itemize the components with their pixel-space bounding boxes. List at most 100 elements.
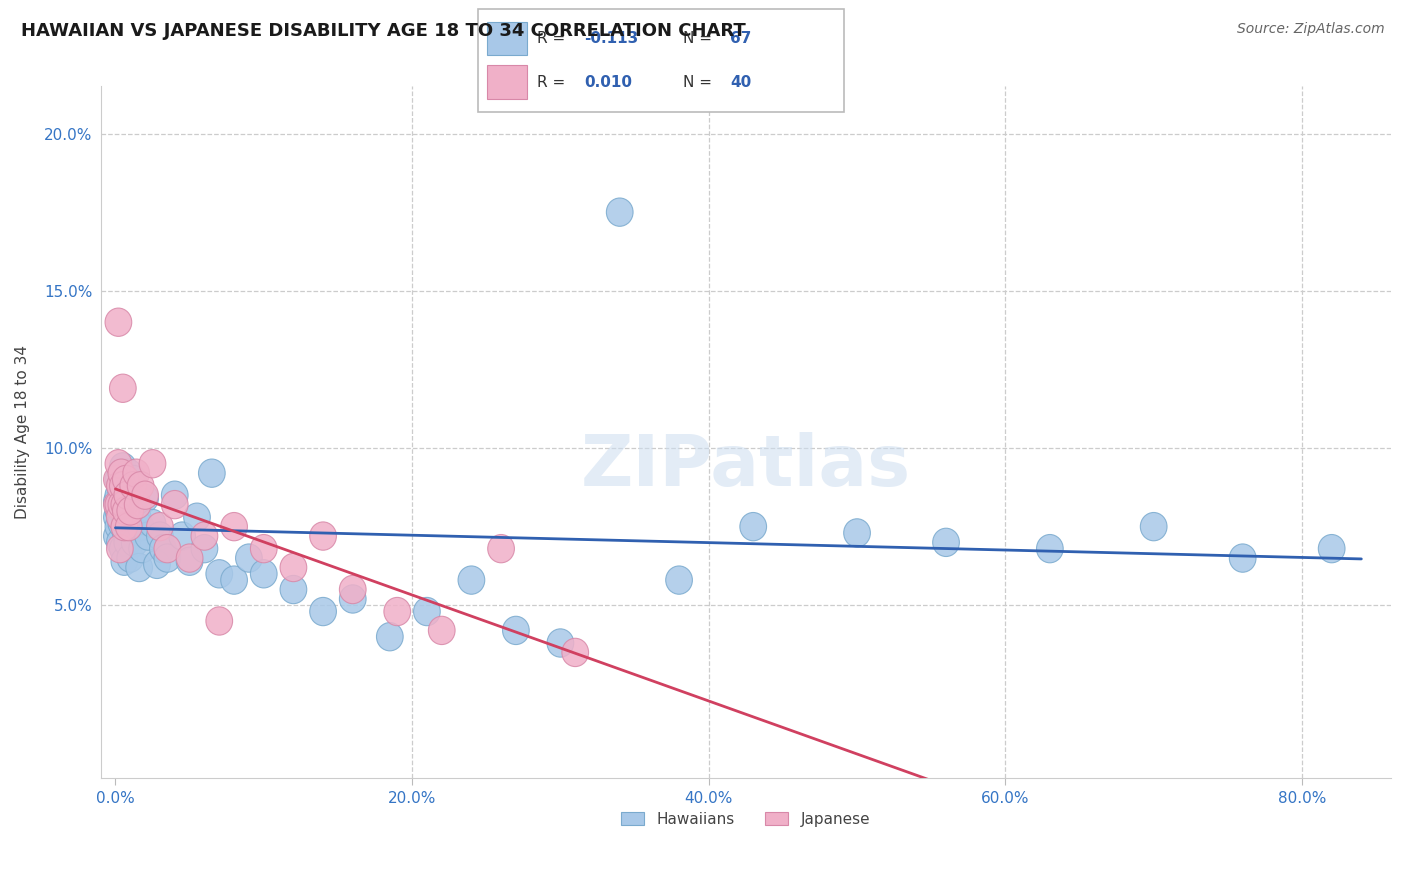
Ellipse shape: [250, 534, 277, 563]
Ellipse shape: [205, 559, 232, 588]
Ellipse shape: [162, 481, 188, 509]
Ellipse shape: [110, 497, 136, 525]
Ellipse shape: [1229, 544, 1256, 573]
Ellipse shape: [108, 509, 135, 538]
Ellipse shape: [110, 453, 136, 481]
Ellipse shape: [105, 308, 132, 336]
Ellipse shape: [143, 550, 170, 579]
Legend: Hawaiians, Japanese: Hawaiians, Japanese: [616, 805, 876, 833]
Ellipse shape: [1036, 534, 1063, 563]
Ellipse shape: [110, 472, 136, 500]
Text: N =: N =: [683, 75, 717, 89]
Ellipse shape: [110, 534, 136, 563]
Ellipse shape: [250, 559, 277, 588]
Ellipse shape: [1140, 513, 1167, 541]
Ellipse shape: [111, 472, 138, 500]
Ellipse shape: [108, 491, 135, 519]
Ellipse shape: [122, 459, 149, 487]
Ellipse shape: [458, 566, 485, 594]
Ellipse shape: [105, 450, 132, 478]
Ellipse shape: [280, 553, 307, 582]
Ellipse shape: [339, 585, 366, 613]
Ellipse shape: [124, 491, 150, 519]
Ellipse shape: [107, 491, 134, 519]
Ellipse shape: [413, 598, 440, 625]
Ellipse shape: [105, 497, 132, 525]
Ellipse shape: [107, 534, 134, 563]
Ellipse shape: [114, 528, 141, 557]
Ellipse shape: [112, 466, 139, 493]
Ellipse shape: [117, 509, 143, 538]
Ellipse shape: [112, 491, 139, 519]
Ellipse shape: [107, 528, 134, 557]
Ellipse shape: [384, 598, 411, 625]
Ellipse shape: [665, 566, 692, 594]
Ellipse shape: [139, 509, 166, 538]
Ellipse shape: [115, 513, 142, 541]
Ellipse shape: [429, 616, 456, 645]
Text: N =: N =: [683, 31, 717, 45]
Ellipse shape: [221, 566, 247, 594]
Ellipse shape: [105, 466, 132, 493]
Ellipse shape: [118, 491, 145, 519]
Ellipse shape: [120, 472, 146, 500]
Ellipse shape: [740, 513, 766, 541]
Text: -0.113: -0.113: [583, 31, 638, 45]
Ellipse shape: [120, 466, 146, 493]
Ellipse shape: [184, 503, 211, 532]
Ellipse shape: [128, 513, 155, 541]
Ellipse shape: [169, 522, 195, 550]
Ellipse shape: [121, 528, 148, 557]
Ellipse shape: [105, 481, 132, 509]
Ellipse shape: [117, 544, 143, 573]
Ellipse shape: [108, 459, 135, 487]
Ellipse shape: [205, 607, 232, 635]
Ellipse shape: [155, 544, 181, 573]
Text: R =: R =: [537, 75, 569, 89]
Ellipse shape: [844, 519, 870, 547]
Text: HAWAIIAN VS JAPANESE DISABILITY AGE 18 TO 34 CORRELATION CHART: HAWAIIAN VS JAPANESE DISABILITY AGE 18 T…: [21, 22, 745, 40]
Ellipse shape: [339, 575, 366, 604]
Ellipse shape: [114, 481, 141, 509]
Ellipse shape: [309, 522, 336, 550]
Ellipse shape: [547, 629, 574, 657]
Ellipse shape: [377, 623, 404, 651]
Ellipse shape: [104, 522, 131, 550]
Ellipse shape: [132, 481, 159, 509]
FancyBboxPatch shape: [478, 9, 844, 112]
Ellipse shape: [114, 478, 141, 506]
Ellipse shape: [280, 575, 307, 604]
Text: 40: 40: [730, 75, 752, 89]
Ellipse shape: [191, 534, 218, 563]
Ellipse shape: [932, 528, 959, 557]
Ellipse shape: [104, 487, 131, 516]
Ellipse shape: [176, 547, 202, 575]
Ellipse shape: [129, 534, 156, 563]
Bar: [488, 65, 527, 99]
Ellipse shape: [111, 491, 138, 519]
Text: 0.010: 0.010: [583, 75, 633, 89]
Ellipse shape: [105, 513, 132, 541]
Ellipse shape: [606, 198, 633, 227]
Ellipse shape: [146, 513, 173, 541]
Ellipse shape: [108, 478, 135, 506]
Text: 67: 67: [730, 31, 752, 45]
Ellipse shape: [105, 491, 132, 519]
Ellipse shape: [125, 553, 152, 582]
Ellipse shape: [502, 616, 529, 645]
Ellipse shape: [111, 513, 138, 541]
Text: R =: R =: [537, 31, 569, 45]
Ellipse shape: [112, 497, 139, 525]
Ellipse shape: [107, 472, 134, 500]
Ellipse shape: [221, 513, 247, 541]
Ellipse shape: [104, 491, 131, 519]
Y-axis label: Disability Age 18 to 34: Disability Age 18 to 34: [15, 345, 30, 519]
Ellipse shape: [309, 598, 336, 625]
Ellipse shape: [488, 534, 515, 563]
Text: Source: ZipAtlas.com: Source: ZipAtlas.com: [1237, 22, 1385, 37]
Ellipse shape: [117, 497, 143, 525]
Ellipse shape: [128, 472, 155, 500]
Ellipse shape: [107, 472, 134, 500]
Ellipse shape: [146, 522, 173, 550]
Ellipse shape: [562, 639, 589, 666]
